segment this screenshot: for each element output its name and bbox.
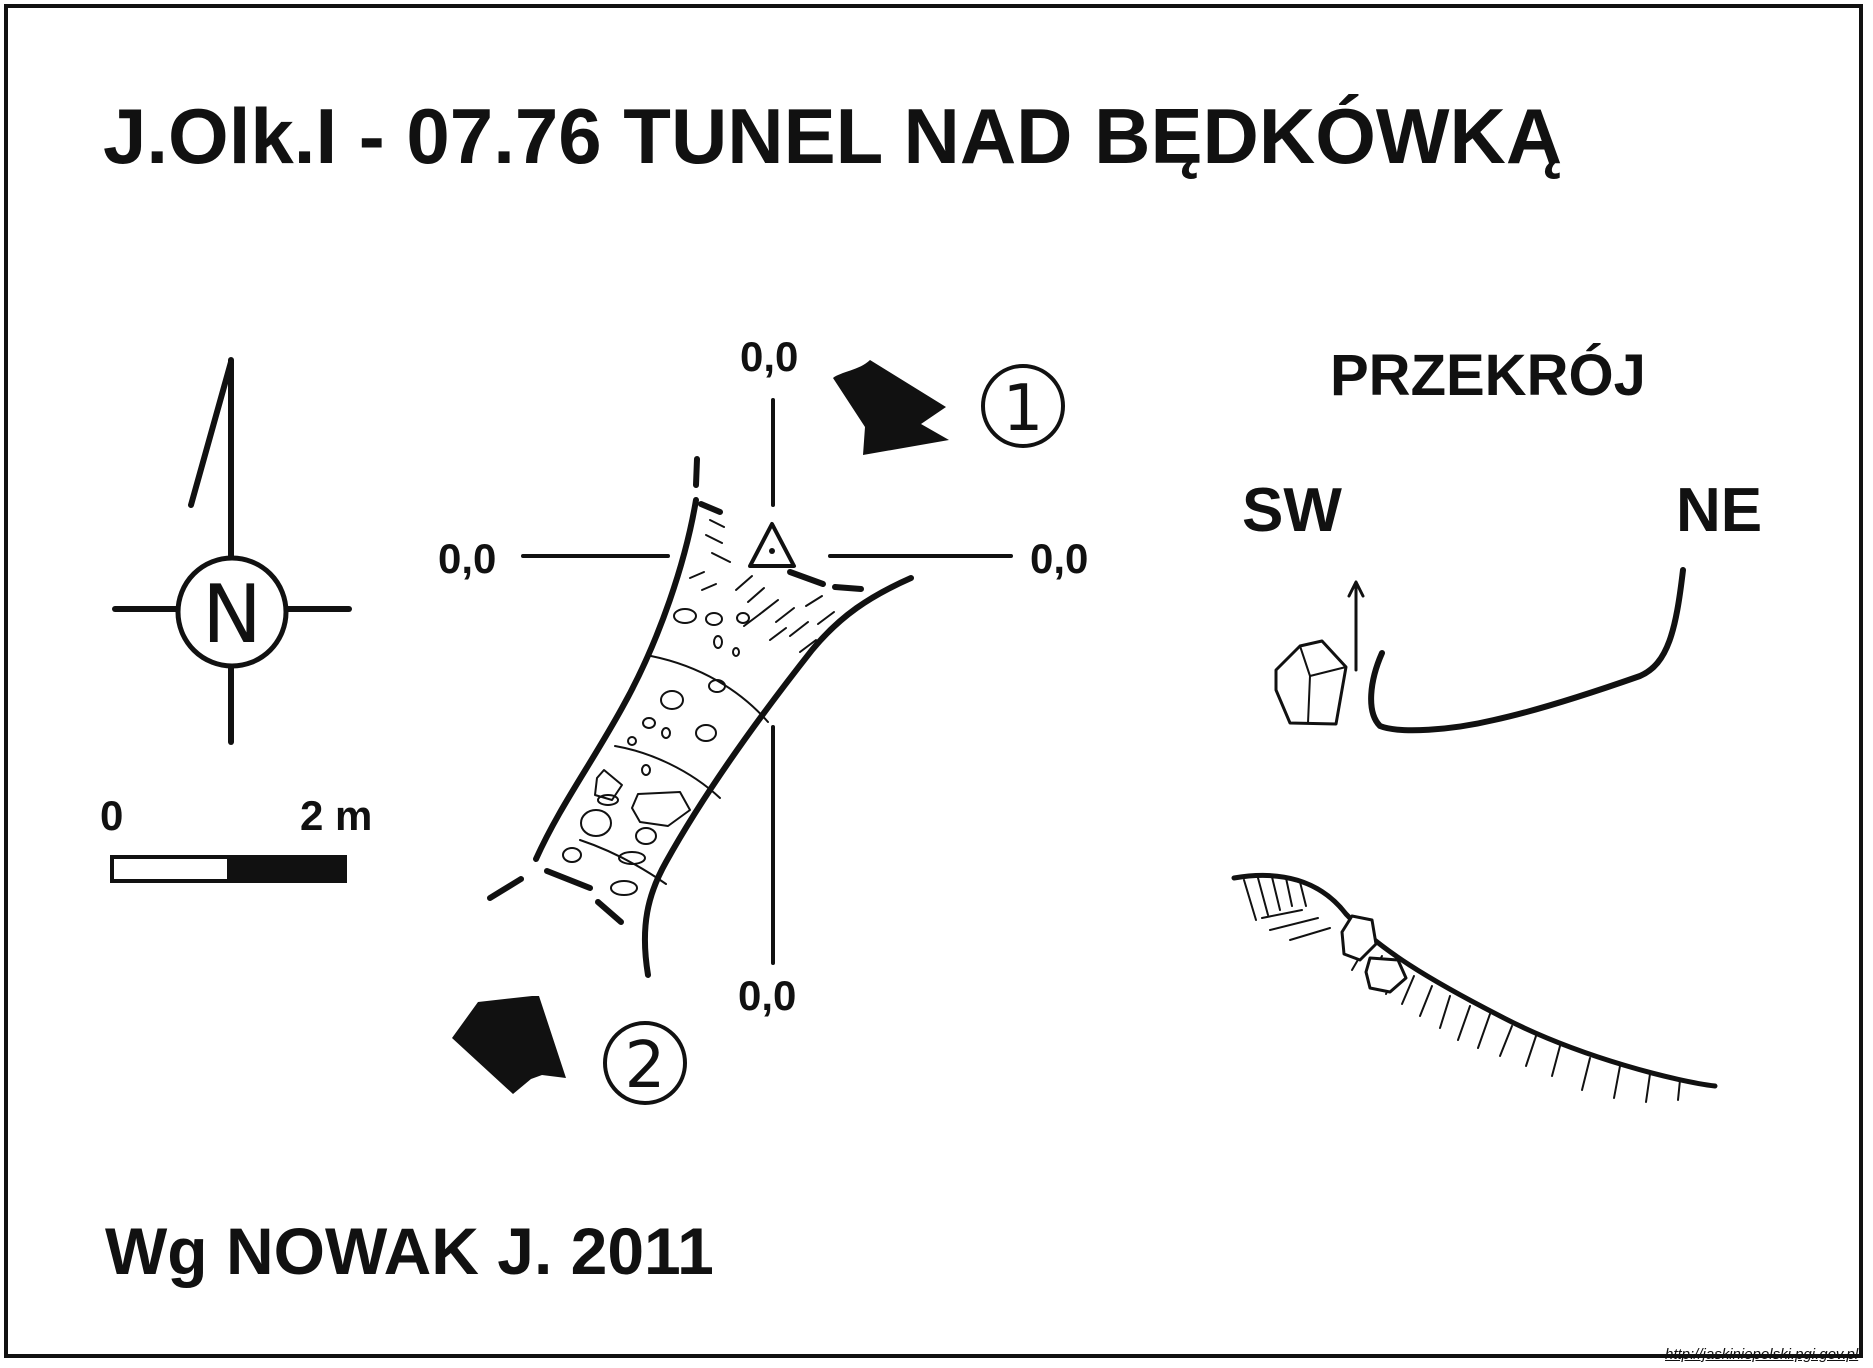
section-up-arrow-head bbox=[1347, 580, 1365, 598]
map-title: J.Olk.I - 07.76 TUNEL NAD BĘDKÓWKĄ bbox=[103, 92, 1563, 180]
entrance-2-circle bbox=[603, 1021, 687, 1105]
slope-hatching bbox=[1243, 876, 1681, 1103]
datum-label-top: 0,0 bbox=[740, 333, 799, 380]
section-boulder bbox=[1274, 639, 1348, 726]
scale-end-label: 2 m bbox=[300, 792, 373, 839]
scale-bar bbox=[110, 855, 347, 883]
section-title: PRZEKRÓJ bbox=[1330, 343, 1646, 408]
north-label: N bbox=[202, 568, 262, 661]
slope-boulder bbox=[1364, 956, 1408, 994]
drip-line-dash bbox=[787, 569, 826, 587]
floor-zone-line bbox=[614, 745, 721, 799]
slope-boulder bbox=[1340, 914, 1378, 962]
entrance-1-number: 1 bbox=[1003, 372, 1044, 446]
cross-section-profile bbox=[1274, 567, 1686, 734]
drip-line-dash bbox=[487, 876, 524, 901]
section-boulder-facets bbox=[1299, 645, 1347, 724]
entrance-2-marker: 2 bbox=[452, 996, 687, 1105]
clay-hatching bbox=[689, 519, 835, 653]
datum-label-right: 0,0 bbox=[1030, 535, 1089, 582]
entrance-1-arrow-icon bbox=[833, 360, 949, 455]
north-compass-circle bbox=[175, 555, 289, 669]
drip-line-dash bbox=[544, 868, 593, 891]
north-arrow: N bbox=[112, 357, 352, 745]
slope-surface-line bbox=[1231, 872, 1718, 1089]
drip-line-dash bbox=[832, 584, 864, 592]
rubble-stones bbox=[562, 608, 750, 896]
direction-label-sw: SW bbox=[1242, 476, 1342, 545]
author-credit: Wg NOWAK J. 2011 bbox=[105, 1214, 714, 1288]
cave-plan bbox=[487, 456, 914, 978]
survey-station-marker bbox=[748, 522, 796, 568]
entrance-2-arrow-icon bbox=[452, 996, 566, 1094]
drip-line-dash bbox=[698, 501, 723, 515]
scale-start-label: 0 bbox=[100, 792, 124, 839]
cave-wall-west bbox=[533, 497, 699, 862]
datum-cross bbox=[521, 398, 1013, 965]
entrance-2-number: 2 bbox=[625, 1029, 666, 1103]
entrance-1-marker: 1 bbox=[833, 360, 1065, 455]
scale-bar-white-segment bbox=[110, 855, 231, 883]
slope-profile bbox=[1231, 872, 1718, 1103]
drip-line-dash bbox=[595, 899, 624, 925]
direction-label-ne: NE bbox=[1676, 476, 1763, 545]
cave-wall-east bbox=[641, 575, 914, 978]
map-frame bbox=[4, 4, 1863, 1358]
datum-label-bottom: 0,0 bbox=[738, 972, 797, 1019]
scale-bar-black-segment bbox=[229, 855, 347, 883]
section-passage-outline bbox=[1368, 567, 1686, 734]
cave-wall-entrance1-dash bbox=[693, 456, 700, 488]
entrance-1-circle bbox=[981, 364, 1065, 448]
floor-zone-line bbox=[579, 839, 667, 885]
north-arrow-barb bbox=[188, 359, 234, 508]
datum-label-left: 0,0 bbox=[438, 535, 497, 582]
source-url[interactable]: http://jaskiniepolski.pgi.gov.pl bbox=[1665, 1346, 1859, 1363]
